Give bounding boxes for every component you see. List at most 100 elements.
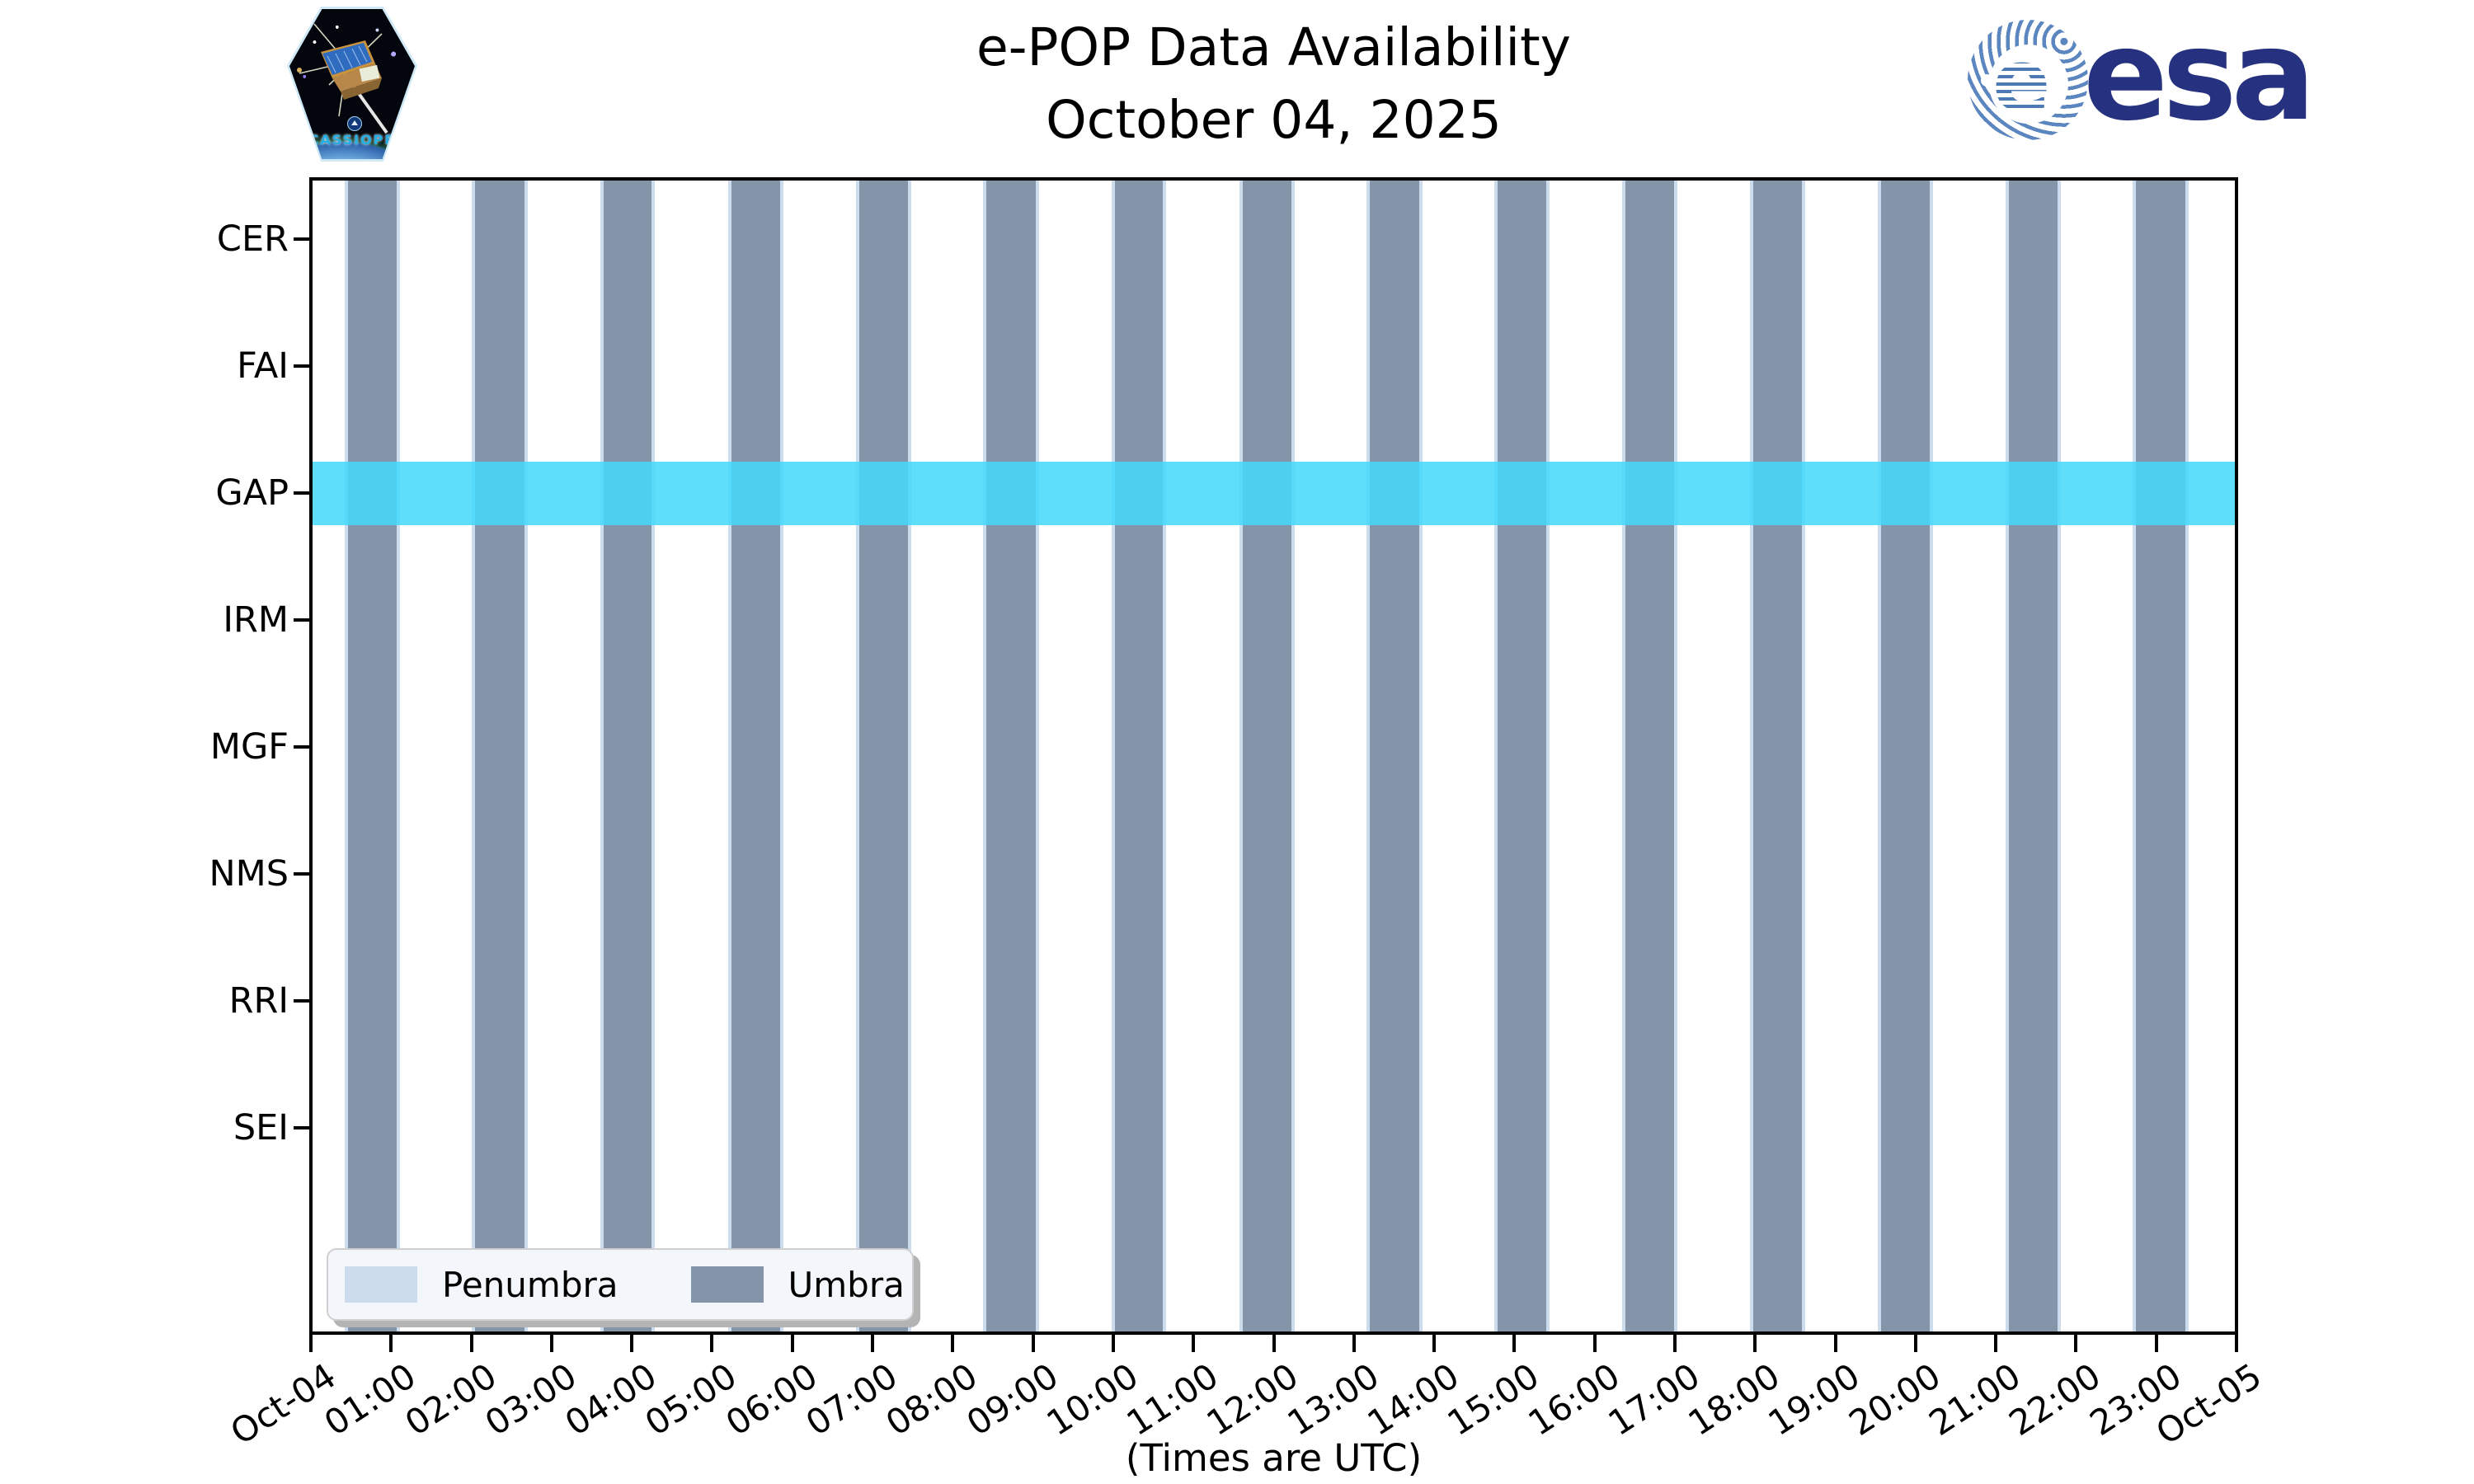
x-tick: [2235, 1334, 2238, 1352]
cassiope-mission-patch: CASSIOPE: [287, 7, 417, 162]
y-tick: [294, 1126, 311, 1129]
x-tick-label: 02:00: [397, 1355, 504, 1444]
penumbra-strip: [1239, 179, 1243, 1333]
penumbra-strip: [651, 179, 656, 1333]
penumbra-strip: [727, 179, 731, 1333]
penumbra-strip: [1111, 179, 1115, 1333]
x-tick: [1192, 1334, 1196, 1352]
x-tick-label: 16:00: [1521, 1355, 1627, 1444]
penumbra-strip: [524, 179, 528, 1333]
penumbra-strip: [1546, 179, 1550, 1333]
y-tick: [294, 745, 311, 749]
y-axis-label-mgf: MGF: [209, 726, 289, 768]
x-tick-label: 05:00: [637, 1355, 745, 1444]
x-tick: [871, 1334, 875, 1352]
y-axis-label-rri: RRI: [228, 980, 289, 1021]
x-tick-label: 09:00: [959, 1355, 1065, 1444]
x-tick: [1272, 1334, 1276, 1352]
y-tick: [294, 364, 311, 368]
x-tick: [1352, 1334, 1356, 1352]
x-tick-label: 04:00: [557, 1355, 664, 1444]
x-tick-label: 12:00: [1199, 1355, 1306, 1444]
y-axis-label-irm: IRM: [223, 599, 289, 641]
x-tick-label: 08:00: [878, 1355, 985, 1444]
x-tick: [389, 1334, 393, 1352]
x-tick-label: 22:00: [2001, 1355, 2109, 1444]
x-tick-label: 14:00: [1360, 1355, 1466, 1444]
umbra-bar: [731, 179, 781, 1333]
esa-globe-disc: [1989, 45, 2068, 124]
y-tick: [294, 872, 311, 876]
umbra-bar: [858, 179, 908, 1333]
x-tick: [469, 1334, 473, 1352]
y-axis-label-nms: NMS: [209, 853, 289, 895]
x-tick-label: 03:00: [477, 1355, 584, 1444]
legend-swatch-umbra: [690, 1266, 764, 1303]
x-tick-label: 17:00: [1601, 1355, 1707, 1444]
cassiope-satellite-icon: [297, 23, 388, 134]
x-tick: [1672, 1334, 1677, 1352]
penumbra-strip: [780, 179, 784, 1333]
penumbra-strip: [907, 179, 911, 1333]
penumbra-strip: [1621, 179, 1625, 1333]
legend: Penumbra Umbra: [327, 1248, 914, 1321]
umbra-bar: [1497, 179, 1547, 1333]
penumbra-strip: [344, 179, 348, 1333]
x-tick: [1512, 1334, 1517, 1352]
x-tick: [2074, 1334, 2078, 1352]
esa-globe-letter: e: [1992, 31, 2051, 131]
x-tick-label: 10:00: [1039, 1355, 1145, 1444]
penumbra-strip: [1877, 179, 1881, 1333]
y-tick: [294, 618, 311, 622]
esa-wordmark: esa: [2083, 2, 2316, 148]
x-tick-label: 11:00: [1119, 1355, 1225, 1444]
penumbra-strip: [2185, 179, 2189, 1333]
umbra-bar: [986, 179, 1036, 1333]
x-tick-label: 18:00: [1681, 1355, 1787, 1444]
x-tick: [1111, 1334, 1115, 1352]
penumbra-strip: [1366, 179, 1371, 1333]
y-axis-label-fai: FAI: [237, 345, 289, 387]
penumbra-strip: [1291, 179, 1295, 1333]
cassiope-patch-label: CASSIOPE: [308, 132, 396, 148]
x-tick-label: 01:00: [317, 1355, 423, 1444]
x-tick: [1994, 1334, 1998, 1352]
penumbra-strip: [855, 179, 859, 1333]
penumbra-strip: [1673, 179, 1677, 1333]
x-tick: [549, 1334, 553, 1352]
x-tick: [1913, 1334, 1917, 1352]
chart-title: e-POP Data Availability: [976, 17, 1571, 77]
esa-globe-icon: e: [1968, 20, 2088, 140]
y-axis-label-cer: CER: [216, 218, 289, 260]
umbra-bar: [1370, 179, 1419, 1333]
penumbra-strip: [1493, 179, 1498, 1333]
x-tick: [309, 1334, 313, 1352]
penumbra-strip: [1163, 179, 1167, 1333]
umbra-bar: [1242, 179, 1291, 1333]
penumbra-strip: [397, 179, 401, 1333]
y-tick: [294, 491, 311, 495]
umbra-bar: [604, 179, 652, 1333]
legend-label-penumbra: Penumbra: [442, 1264, 618, 1305]
x-tick: [1031, 1334, 1035, 1352]
esa-globe-star-dot: [1981, 74, 1993, 87]
penumbra-strip: [2058, 179, 2062, 1333]
umbra-bar: [1114, 179, 1164, 1333]
y-axis-label-sei: SEI: [233, 1107, 289, 1148]
y-tick: [294, 237, 311, 241]
x-tick-label: 07:00: [798, 1355, 905, 1444]
x-tick: [710, 1334, 714, 1352]
umbra-bar: [347, 179, 397, 1333]
x-tick: [1833, 1334, 1837, 1352]
umbra-bar: [2008, 179, 2058, 1333]
availability-band-gap: [311, 461, 2236, 525]
legend-swatch-penumbra: [345, 1266, 417, 1303]
x-tick: [630, 1334, 634, 1352]
umbra-bar: [1880, 179, 1931, 1333]
penumbra-strip: [600, 179, 604, 1333]
x-tick-label: 20:00: [1841, 1355, 1948, 1444]
penumbra-strip: [1801, 179, 1805, 1333]
x-tick: [1753, 1334, 1757, 1352]
